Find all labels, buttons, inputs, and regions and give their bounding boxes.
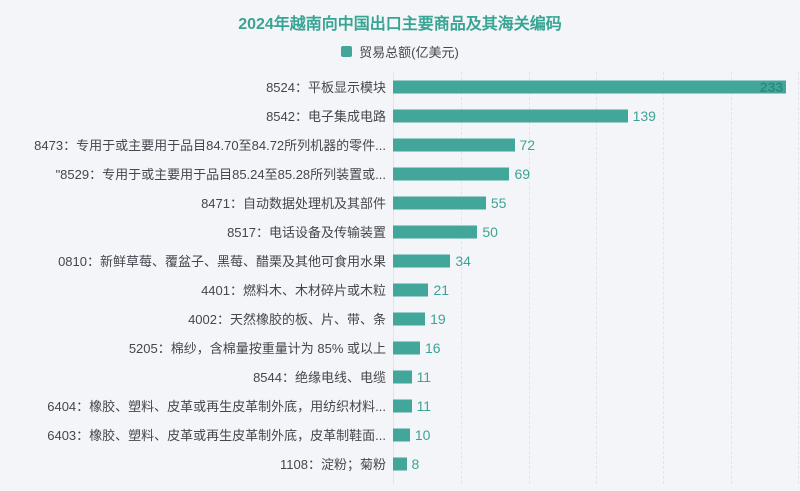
chart-row: 6404：橡胶、塑料、皮革或再生皮革制外底，用纺织材料... 11	[0, 391, 798, 420]
value-label: 21	[433, 281, 450, 298]
row-plot: 34	[393, 246, 798, 275]
row-plot: 69	[393, 159, 798, 188]
row-plot: 8	[393, 449, 798, 478]
category-label: "8529：专用于或主要用于品目85.24至85.28所列装置或...	[55, 167, 386, 182]
category-label: 6404：橡胶、塑料、皮革或再生皮革制外底，用纺织材料...	[47, 399, 386, 414]
value-label: 11	[416, 368, 432, 385]
category-label: 8524：平板显示模块	[266, 80, 386, 95]
row-plot: 21	[393, 275, 798, 304]
chart-row: 5205：棉纱，含棉量按重量计为 85% 或以上 16	[0, 333, 798, 362]
chart-row: 8524：平板显示模块 233	[0, 72, 798, 101]
category-label: 8542：电子集成电路	[266, 109, 386, 124]
chart-rows: 8524：平板显示模块 233 8542：电子集成电路 139 8473：专用于…	[0, 72, 798, 478]
bar[interactable]	[393, 370, 412, 383]
bar[interactable]	[393, 254, 451, 267]
value-label: 34	[455, 252, 471, 269]
category-label: 0810：新鲜草莓、覆盆子、黑莓、醋栗及其他可食用水果	[58, 254, 386, 269]
bar-chart: 8524：平板显示模块 233 8542：电子集成电路 139 8473：专用于…	[0, 72, 800, 484]
value-label: 10	[414, 426, 431, 443]
bar[interactable]	[393, 80, 787, 93]
value-label: 8	[411, 455, 420, 472]
grid-line	[798, 72, 799, 484]
bar[interactable]	[393, 196, 486, 209]
chart-row: 4401：燃料木、木材碎片或木粒 21	[0, 275, 798, 304]
chart-row: "8529：专用于或主要用于品目85.24至85.28所列装置或... 69	[0, 159, 798, 188]
row-plot: 19	[393, 304, 798, 333]
category-label: 4401：燃料木、木材碎片或木粒	[201, 283, 386, 298]
bar[interactable]	[393, 399, 412, 412]
row-plot: 16	[393, 333, 798, 362]
chart-title: 2024年越南向中国出口主要商品及其海关编码	[238, 16, 562, 33]
bar[interactable]	[393, 457, 407, 470]
legend-swatch-icon	[341, 45, 353, 57]
bar[interactable]	[393, 138, 515, 151]
value-label: 11	[416, 397, 432, 414]
chart-row: 8542：电子集成电路 139	[0, 101, 798, 130]
value-label: 139	[632, 107, 656, 124]
legend-label: 贸易总额(亿美元)	[359, 44, 459, 60]
row-plot: 11	[393, 362, 798, 391]
bar[interactable]	[393, 428, 410, 441]
category-label: 8517：电话设备及传输装置	[227, 225, 386, 240]
row-plot: 11	[393, 391, 798, 420]
legend-item[interactable]: 贸易总额(亿美元)	[0, 43, 800, 60]
row-plot: 233	[393, 72, 798, 101]
category-label: 5205：棉纱，含棉量按重量计为 85% 或以上	[128, 341, 386, 356]
bar[interactable]	[393, 225, 478, 238]
value-label: 69	[514, 165, 531, 182]
chart-row: 8517：电话设备及传输装置 50	[0, 217, 798, 246]
bar[interactable]	[393, 109, 628, 122]
bar[interactable]	[393, 312, 426, 325]
value-label: 55	[490, 194, 507, 211]
value-label: 72	[519, 136, 536, 153]
chart-row: 1108：淀粉；菊粉 8	[0, 449, 798, 478]
chart-row: 8544：绝缘电线、电缆 11	[0, 362, 798, 391]
chart-row: 6403：橡胶、塑料、皮革或再生皮革制外底，皮革制鞋面... 10	[0, 420, 798, 449]
chart-row: 4002：天然橡胶的板、片、带、条 19	[0, 304, 798, 333]
category-label: 1108：淀粉；菊粉	[280, 457, 386, 472]
row-plot: 10	[393, 420, 798, 449]
row-plot: 50	[393, 217, 798, 246]
row-plot: 139	[393, 101, 798, 130]
bar[interactable]	[393, 341, 420, 354]
row-plot: 55	[393, 188, 798, 217]
category-label: 4002：天然橡胶的板、片、带、条	[188, 312, 386, 327]
value-label: 233	[759, 78, 784, 95]
value-label: 19	[430, 310, 446, 327]
bar[interactable]	[393, 167, 510, 180]
value-label: 16	[425, 339, 441, 356]
chart-row: 8471：自动数据处理机及其部件 55	[0, 188, 798, 217]
chart-row: 8473：专用于或主要用于品目84.70至84.72所列机器的零件... 72	[0, 130, 798, 159]
bar[interactable]	[393, 283, 429, 296]
category-label: 8471：自动数据处理机及其部件	[201, 196, 386, 211]
chart-row: 0810：新鲜草莓、覆盆子、黑莓、醋栗及其他可食用水果 34	[0, 246, 798, 275]
row-plot: 72	[393, 130, 798, 159]
category-label: 8544：绝缘电线、电缆	[253, 370, 386, 385]
value-label: 50	[482, 223, 498, 240]
category-label: 8473：专用于或主要用于品目84.70至84.72所列机器的零件...	[34, 138, 386, 153]
category-label: 6403：橡胶、塑料、皮革或再生皮革制外底，皮革制鞋面...	[47, 428, 386, 443]
